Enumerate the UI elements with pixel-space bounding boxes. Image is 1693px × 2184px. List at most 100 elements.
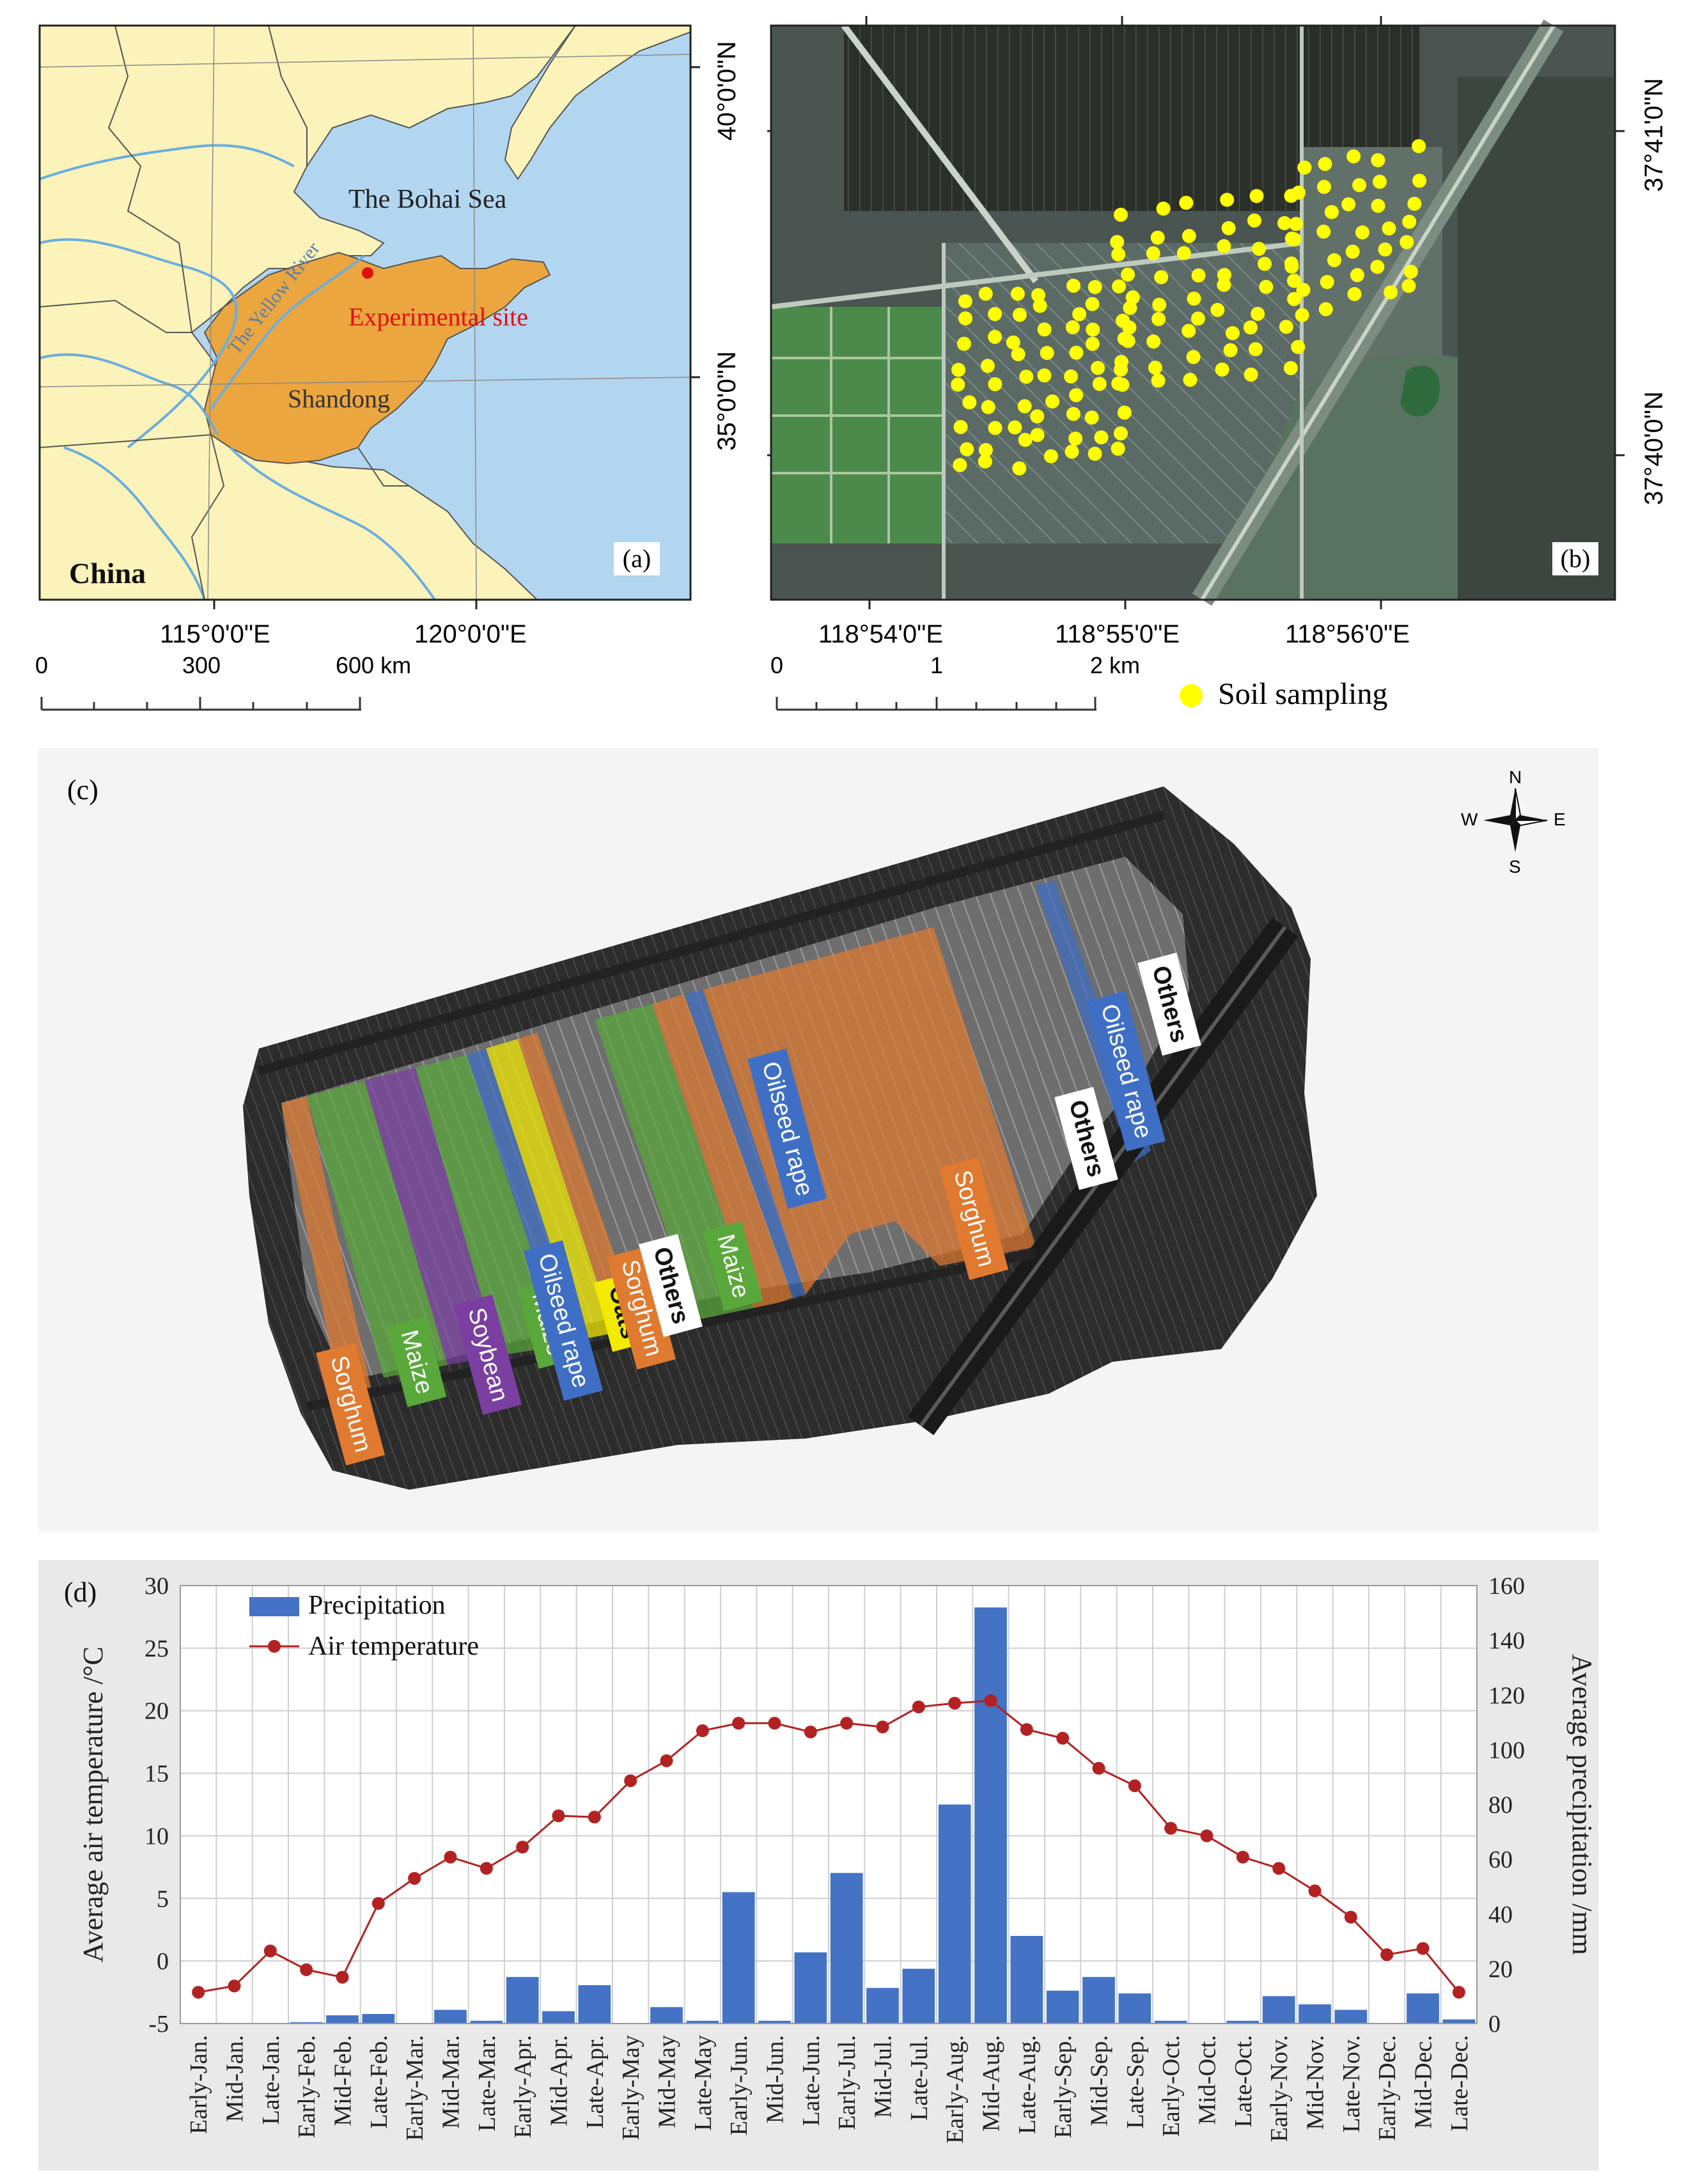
- soil-sample-point: [988, 421, 1003, 435]
- precipitation-bar: [938, 1804, 971, 2024]
- crop-poly-sorghum-1: [281, 1096, 371, 1391]
- panel-c-letter: (c): [67, 774, 98, 806]
- site-label: Experimental site: [348, 302, 529, 331]
- temperature-point: [912, 1700, 925, 1713]
- panel-b-satellite: [767, 16, 1625, 609]
- precipitation-bar: [542, 2011, 575, 2024]
- left-axis-tick-label: 25: [144, 1635, 169, 1662]
- soil-sample-point: [1190, 311, 1205, 326]
- soil-sample-point: [1279, 320, 1293, 334]
- precipitation-bar: [290, 2022, 323, 2024]
- panel-a-scale-bar: [40, 697, 361, 711]
- x-axis-tick-label: Mid-Sep.: [1086, 2035, 1113, 2126]
- soil-sample-point: [988, 377, 1003, 391]
- x-axis-tick-label: Mid-Nov.: [1302, 2035, 1329, 2130]
- x-axis-tick-label: Early-Dec.: [1374, 2035, 1401, 2141]
- compass-rose-icon: [1483, 788, 1548, 852]
- precipitation-bar: [1407, 1993, 1439, 2024]
- soil-sample-point: [1320, 275, 1334, 290]
- panel-b-frame: [770, 24, 1616, 601]
- soil-sample-point: [1010, 286, 1025, 301]
- soil-sample-point: [1008, 420, 1022, 435]
- temperature-point: [1056, 1731, 1070, 1745]
- temperature-point: [552, 1809, 565, 1823]
- rivers: [39, 144, 436, 601]
- soil-sample-point: [1114, 207, 1128, 222]
- compass-s: S: [1509, 857, 1521, 877]
- soil-sample-point: [1341, 197, 1356, 212]
- soil-sample-point: [1371, 198, 1385, 213]
- temperature-point: [1416, 1942, 1430, 1955]
- temperature-point: [1272, 1862, 1286, 1875]
- soil-sample-point: [1291, 185, 1306, 200]
- temperature-point: [1236, 1850, 1249, 1864]
- soil-sample-point: [1220, 192, 1235, 207]
- x-axis-tick-label: Early-Jun.: [726, 2035, 753, 2135]
- soil-sample-point: [1182, 324, 1196, 338]
- soil-sample-point: [1316, 224, 1331, 239]
- soil-sample-point: [978, 286, 993, 301]
- left-axis-tick-label: 10: [144, 1823, 169, 1850]
- soil-sample-point: [1352, 178, 1366, 192]
- soil-sample-point: [1373, 175, 1387, 189]
- soil-sample-point: [1066, 407, 1081, 421]
- legend-temperature-marker: [268, 1640, 281, 1653]
- right-axis-tick-label: 20: [1488, 1956, 1513, 1983]
- temperature-point: [804, 1725, 817, 1738]
- left-axis-title: Average air temperature /°C: [77, 1646, 109, 1962]
- soil-sample-point: [1347, 287, 1362, 301]
- soil-sample-point: [1225, 326, 1240, 341]
- lon-label-11856e: 118°56'0"E: [1285, 620, 1410, 648]
- precipitation-bar: [1442, 2019, 1476, 2024]
- soil-sample-point: [1037, 368, 1052, 383]
- soil-sample-point: [1317, 180, 1331, 194]
- legend-temperature-label: Air temperature: [308, 1632, 479, 1661]
- temperature-point: [1128, 1779, 1141, 1793]
- soil-sample-point: [980, 359, 995, 373]
- crop-poly-rape-2: [684, 990, 806, 1298]
- x-axis-tick-label: Early-Jan.: [185, 2035, 212, 2134]
- temperature-point: [444, 1850, 457, 1864]
- soil-sample-point: [1284, 260, 1299, 274]
- soil-sample-point: [1006, 335, 1020, 350]
- soil-sample-point: [1384, 285, 1398, 300]
- x-axis-tick-label: Early-Feb.: [293, 2035, 320, 2138]
- soil-sample-point: [1217, 277, 1231, 292]
- soil-sample-point: [1094, 430, 1109, 445]
- temperature-point: [1164, 1821, 1178, 1835]
- precipitation-bar: [1226, 2020, 1260, 2024]
- precipitation-bar: [1010, 1936, 1043, 2024]
- soil-sample-point: [953, 419, 968, 434]
- soil-sample-point: [962, 395, 977, 410]
- sea-label: The Bohai Sea: [348, 185, 507, 214]
- left-axis-tick-label: -5: [148, 2011, 169, 2038]
- compass-n: N: [1509, 767, 1522, 787]
- x-axis-tick-label: Early-Sep.: [1050, 2035, 1077, 2138]
- precipitation-bar: [434, 2009, 467, 2024]
- right-axis-tick-label: 0: [1488, 2011, 1501, 2038]
- temperature-point: [732, 1717, 745, 1730]
- soil-sample-point: [1085, 336, 1100, 351]
- soil-sample-point: [1403, 265, 1418, 279]
- soil-sample-point: [1287, 274, 1301, 288]
- precipitation-bar: [578, 1985, 611, 2024]
- soil-sample-point: [1045, 394, 1060, 409]
- precipitation-bar: [722, 1892, 755, 2024]
- soil-sample-point: [1033, 299, 1047, 313]
- compass-w: W: [1461, 809, 1478, 829]
- soil-sample-point: [1151, 312, 1166, 327]
- x-axis-tick-label: Mid-Jan.: [222, 2035, 249, 2122]
- precipitation-bar: [1118, 1993, 1151, 2024]
- x-axis-tick-label: Late-Nov.: [1338, 2035, 1365, 2133]
- soil-sample-point: [1121, 334, 1135, 348]
- soil-sample-point: [1114, 426, 1128, 441]
- soil-sample-point: [1186, 350, 1201, 364]
- right-axis-tick-label: 80: [1488, 1792, 1513, 1819]
- soil-sample-point: [1111, 376, 1126, 391]
- x-axis-tick-label: Late-Feb.: [366, 2035, 393, 2129]
- temperature-point: [263, 1944, 277, 1958]
- x-axis-tick-label: Late-Aug.: [1014, 2035, 1041, 2134]
- temperature-point: [1344, 1910, 1357, 1924]
- soil-sample-point: [1069, 388, 1084, 403]
